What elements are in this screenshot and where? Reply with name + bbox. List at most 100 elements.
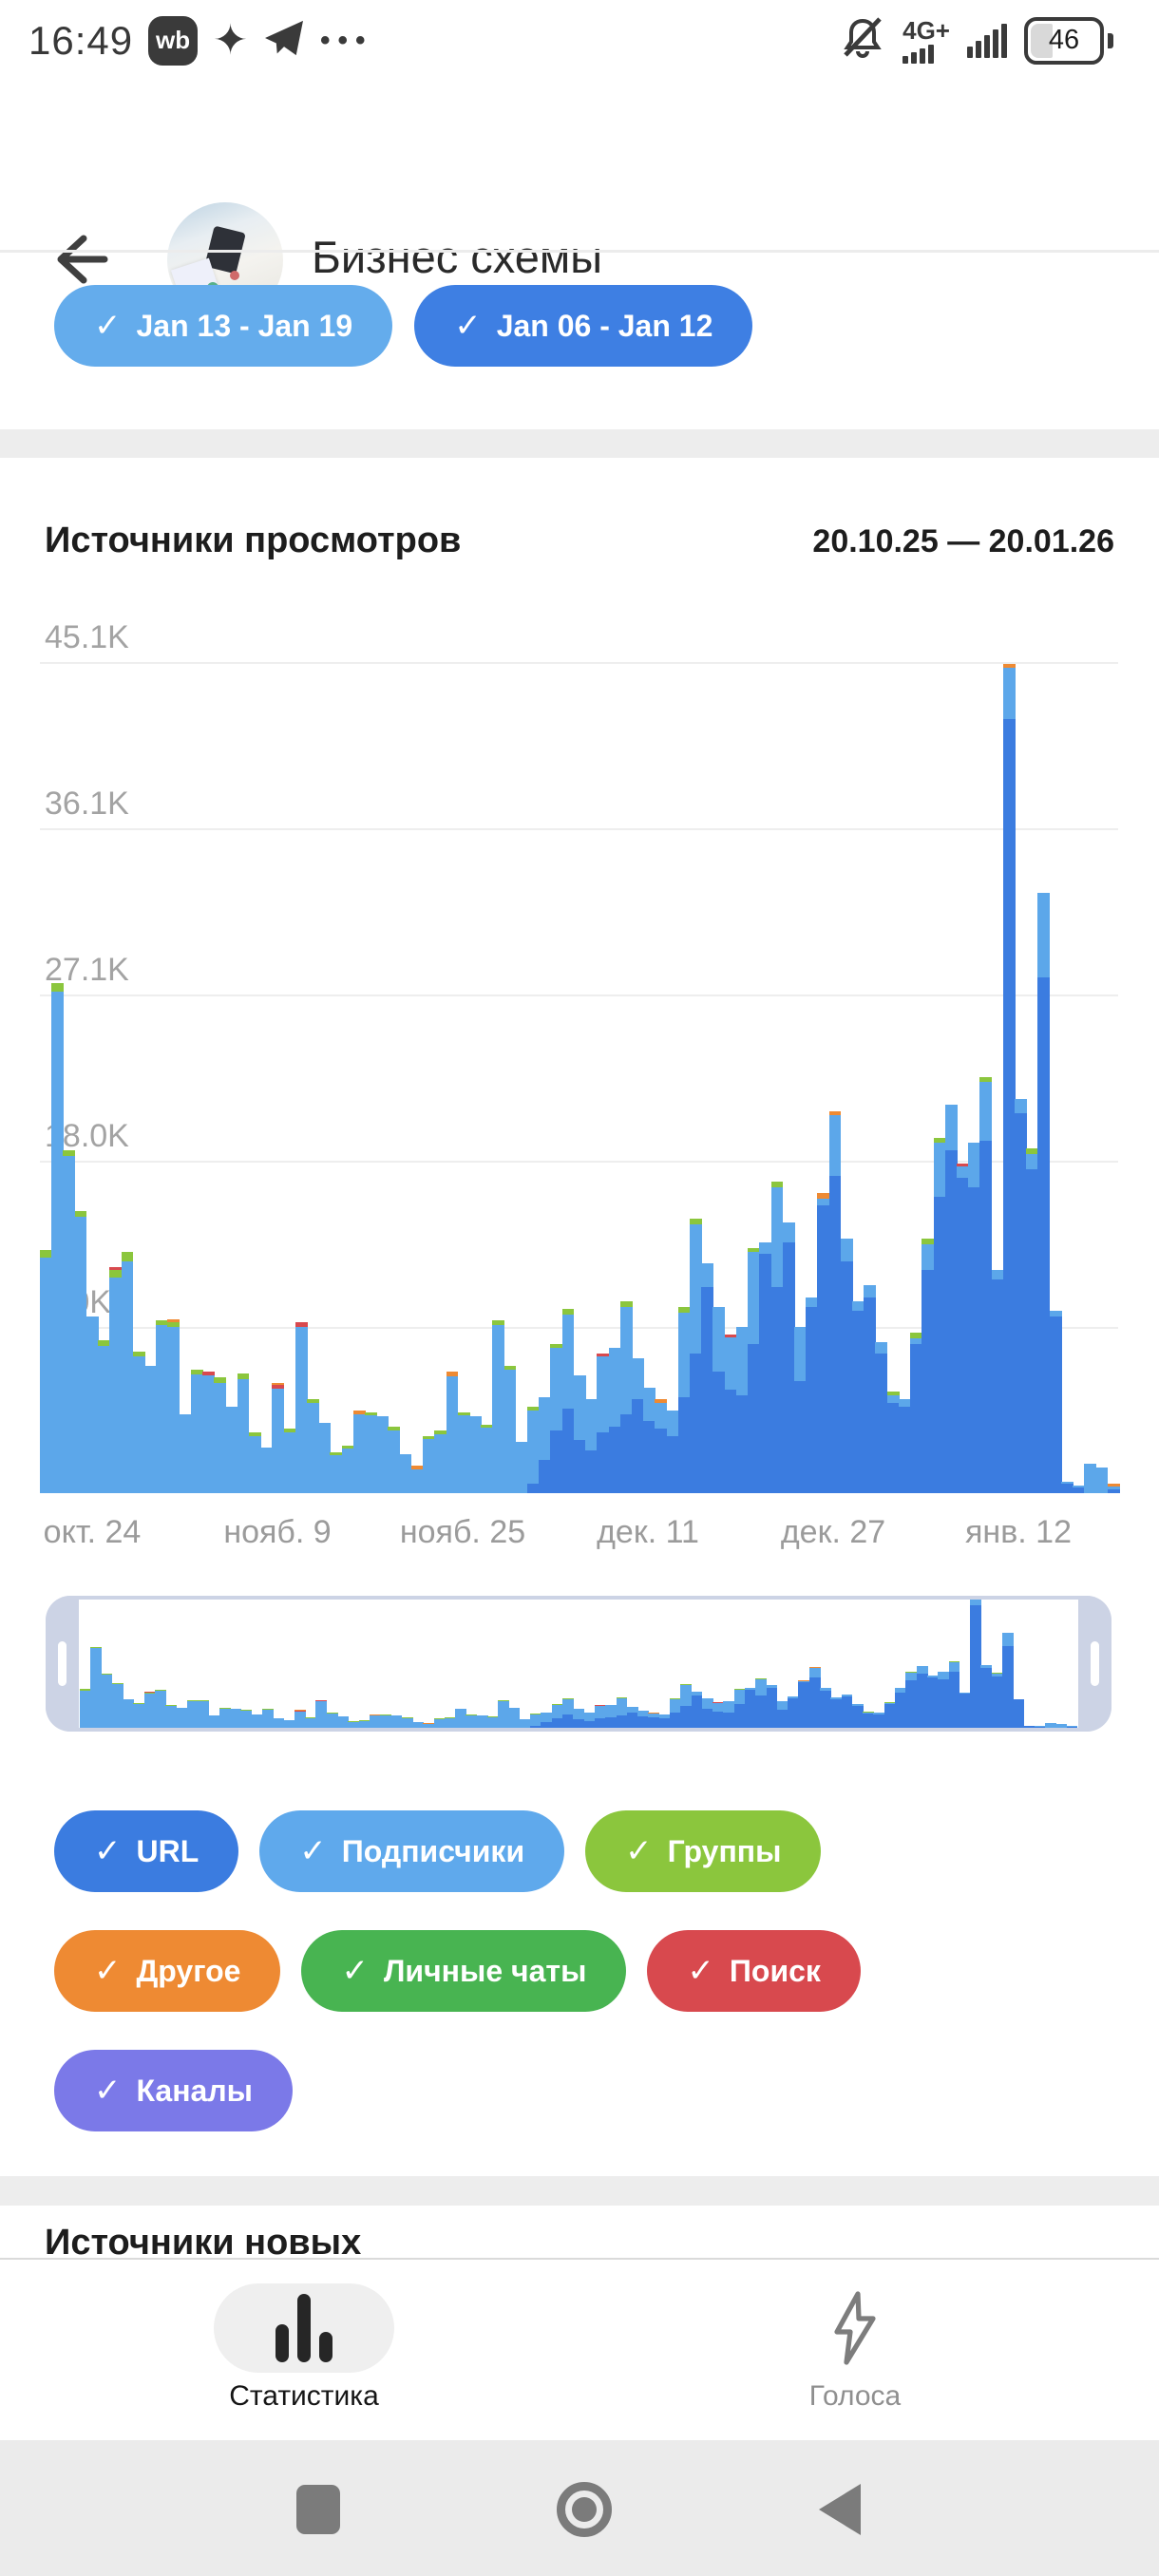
stacked-bar-day-65[interactable] (793, 1327, 807, 1493)
stacked-bar-day-52[interactable] (643, 1388, 656, 1493)
stacked-bar-day-77[interactable] (933, 1137, 946, 1493)
stacked-bar-day-17[interactable] (237, 1373, 250, 1493)
stacked-bar-day-92[interactable] (1107, 1484, 1120, 1493)
stacked-bar-day-81[interactable] (979, 1076, 993, 1493)
stacked-bar-day-68[interactable] (828, 1111, 842, 1493)
stacked-bar-day-82[interactable] (991, 1270, 1004, 1493)
week-chip-1[interactable]: ✓ Jan 06 - Jan 12 (414, 285, 753, 367)
stacked-bar-day-29[interactable] (376, 1415, 390, 1493)
stacked-bar-day-40[interactable] (504, 1366, 517, 1493)
stacked-bar-day-58[interactable] (712, 1307, 726, 1493)
stacked-bar-day-54[interactable] (666, 1410, 679, 1493)
stacked-bar-day-80[interactable] (968, 1143, 981, 1493)
stacked-bar-day-76[interactable] (922, 1239, 935, 1493)
stacked-bar-day-16[interactable] (225, 1406, 238, 1493)
stacked-bar-day-86[interactable] (1037, 892, 1051, 1493)
stacked-bar-day-74[interactable] (898, 1399, 911, 1493)
views-sources-chart[interactable] (40, 662, 1120, 1493)
stacked-bar-day-63[interactable] (770, 1182, 784, 1493)
legend-chip-oth[interactable]: ✓ Другое (54, 1930, 281, 2012)
stacked-bar-day-47[interactable] (585, 1399, 598, 1493)
stacked-bar-day-50[interactable] (619, 1301, 633, 1493)
stacked-bar-day-34[interactable] (434, 1430, 447, 1493)
stacked-bar-day-73[interactable] (886, 1392, 900, 1493)
stacked-bar-day-0[interactable] (40, 1249, 52, 1493)
stacked-bar-day-84[interactable] (1015, 1098, 1027, 1493)
stacked-bar-day-21[interactable] (283, 1429, 296, 1493)
legend-chip-chn[interactable]: ✓ Каналы (54, 2050, 293, 2131)
stacked-bar-day-60[interactable] (735, 1327, 749, 1493)
stacked-bar-day-3[interactable] (74, 1211, 87, 1493)
stacked-bar-day-13[interactable] (190, 1370, 203, 1493)
stacked-bar-day-23[interactable] (306, 1399, 319, 1493)
stacked-bar-day-83[interactable] (1002, 664, 1016, 1493)
stacked-bar-day-42[interactable] (527, 1406, 540, 1493)
stacked-bar-day-85[interactable] (1026, 1148, 1039, 1493)
stacked-bar-day-48[interactable] (597, 1353, 610, 1493)
stacked-bar-day-4[interactable] (86, 1316, 99, 1493)
stacked-bar-day-10[interactable] (156, 1319, 168, 1493)
stacked-bar-day-64[interactable] (782, 1222, 795, 1493)
stacked-bar-day-18[interactable] (248, 1432, 261, 1493)
stacked-bar-day-61[interactable] (748, 1248, 760, 1493)
stacked-bar-day-2[interactable] (63, 1150, 76, 1493)
stacked-bar-day-43[interactable] (539, 1397, 552, 1493)
stacked-bar-day-28[interactable] (365, 1411, 377, 1493)
stacked-bar-day-49[interactable] (608, 1347, 621, 1493)
stacked-bar-day-71[interactable] (864, 1284, 877, 1493)
stacked-bar-day-41[interactable] (515, 1441, 528, 1493)
stacked-bar-day-9[interactable] (143, 1366, 157, 1493)
stacked-bar-day-22[interactable] (294, 1321, 308, 1493)
stacked-bar-day-26[interactable] (341, 1445, 354, 1493)
back-button[interactable] (42, 225, 110, 294)
stacked-bar-day-1[interactable] (51, 982, 65, 1493)
range-selector-left-handle[interactable] (46, 1596, 79, 1732)
stacked-bar-day-6[interactable] (109, 1267, 123, 1493)
stacked-bar-day-30[interactable] (388, 1427, 401, 1493)
stacked-bar-day-57[interactable] (701, 1262, 714, 1493)
stacked-bar-day-20[interactable] (272, 1382, 285, 1493)
stacked-bar-day-75[interactable] (910, 1333, 922, 1493)
stacked-bar-day-78[interactable] (944, 1104, 958, 1493)
stacked-bar-day-36[interactable] (457, 1411, 470, 1493)
stacked-bar-day-15[interactable] (214, 1376, 227, 1493)
stacked-bar-day-19[interactable] (260, 1447, 273, 1493)
legend-chip-fol[interactable]: ✓ Подписчики (259, 1810, 565, 1892)
stacked-bar-day-5[interactable] (98, 1340, 110, 1493)
tab-boosts[interactable]: Голоса (665, 2260, 1045, 2442)
stacked-bar-day-72[interactable] (875, 1341, 888, 1493)
stacked-bar-day-8[interactable] (132, 1351, 145, 1493)
stacked-bar-day-56[interactable] (690, 1218, 702, 1493)
stacked-bar-day-59[interactable] (724, 1335, 737, 1493)
stacked-bar-day-67[interactable] (817, 1192, 830, 1493)
stacked-bar-day-12[interactable] (179, 1413, 192, 1493)
stacked-bar-day-62[interactable] (759, 1242, 772, 1493)
android-back-button[interactable] (819, 2484, 861, 2535)
home-button[interactable] (557, 2482, 612, 2537)
stacked-bar-day-11[interactable] (167, 1318, 180, 1493)
stacked-bar-day-91[interactable] (1095, 1467, 1109, 1493)
stacked-bar-day-88[interactable] (1060, 1482, 1074, 1493)
stacked-bar-day-89[interactable] (1073, 1486, 1085, 1493)
stacked-bar-day-53[interactable] (655, 1399, 668, 1493)
tab-statistics[interactable]: Статистика (114, 2260, 494, 2442)
legend-chip-cht[interactable]: ✓ Личные чаты (301, 1930, 627, 2012)
stacked-bar-day-90[interactable] (1084, 1463, 1097, 1493)
stacked-bar-day-87[interactable] (1049, 1310, 1062, 1493)
recents-button[interactable] (296, 2485, 340, 2534)
stacked-bar-day-33[interactable] (423, 1435, 435, 1493)
stacked-bar-day-32[interactable] (410, 1465, 424, 1493)
range-selector-right-handle[interactable] (1078, 1596, 1112, 1732)
stacked-bar-day-39[interactable] (492, 1319, 505, 1493)
stacked-bar-day-7[interactable] (121, 1251, 134, 1493)
legend-chip-src[interactable]: ✓ Поиск (647, 1930, 861, 2012)
stacked-bar-day-35[interactable] (446, 1371, 459, 1493)
stacked-bar-day-24[interactable] (318, 1423, 331, 1493)
stacked-bar-day-38[interactable] (481, 1425, 493, 1493)
stacked-bar-day-44[interactable] (550, 1343, 563, 1493)
legend-chip-grp[interactable]: ✓ Группы (585, 1810, 822, 1892)
stacked-bar-day-55[interactable] (677, 1307, 691, 1493)
stacked-bar-day-79[interactable] (956, 1163, 969, 1493)
stacked-bar-day-25[interactable] (330, 1452, 343, 1493)
stacked-bar-day-69[interactable] (840, 1239, 853, 1493)
